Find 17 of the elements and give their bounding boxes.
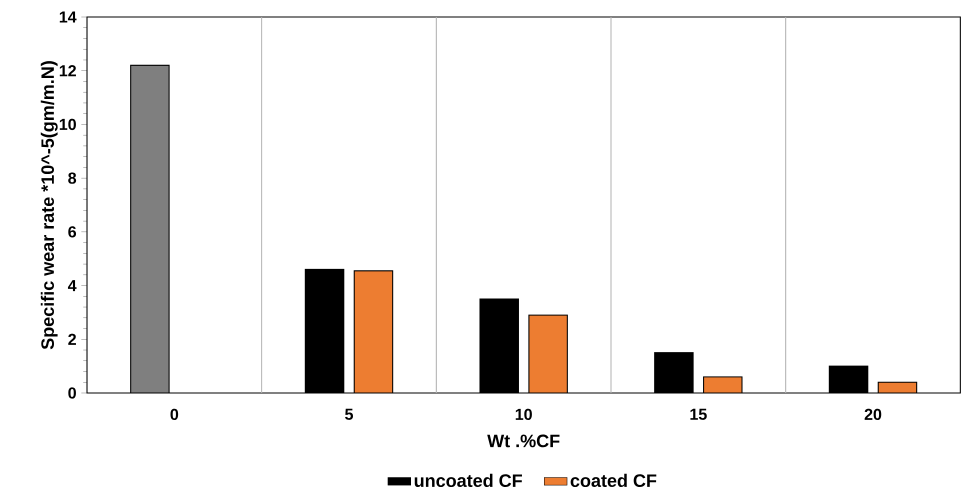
y-tick-label: 14 <box>60 11 77 22</box>
x-tick-label: 15 <box>690 408 707 420</box>
x-tick-label: 10 <box>516 408 532 420</box>
y-tick-label: 12 <box>60 65 76 76</box>
legend-label: uncoated CF <box>414 474 522 487</box>
y-tick-label: 8 <box>68 172 76 184</box>
y-tick-label: 10 <box>60 118 76 130</box>
x-tick-label: 20 <box>864 408 882 420</box>
legend-label: coated CF <box>570 474 656 487</box>
x-tick-label: 0 <box>170 408 178 420</box>
y-tick-label: 0 <box>68 387 76 399</box>
y-tick-label: 6 <box>68 226 76 238</box>
y-axis-title: Specific wear rate *10^-5(gm/m.N) <box>40 61 58 350</box>
y-tick-label: 2 <box>68 334 76 345</box>
x-axis-title: Wt .%CF <box>487 434 560 448</box>
x-tick-label: 5 <box>345 408 354 420</box>
y-tick-label: 4 <box>68 280 77 291</box>
